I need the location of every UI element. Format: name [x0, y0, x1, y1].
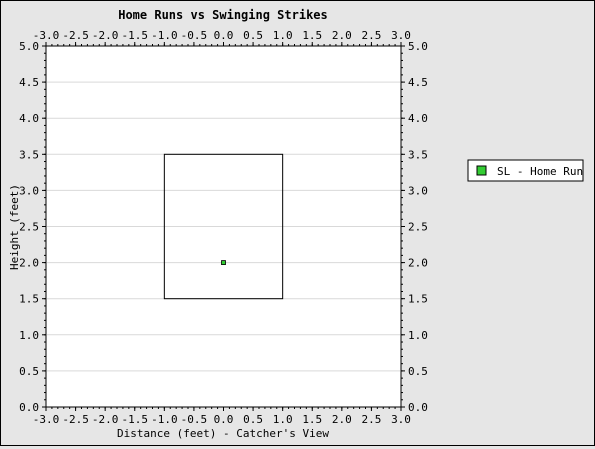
legend-swatch-sl-home-run [476, 165, 487, 176]
y-tick-label-left: 2.5 [19, 221, 39, 234]
y-tick-label-right: 1.0 [408, 329, 428, 342]
y-tick-label-right: 1.5 [408, 293, 428, 306]
x-tick-label-bottom: -3.0 [33, 413, 60, 426]
strike-zone-group [163, 153, 284, 300]
x-tick-label-bottom: 3.0 [391, 413, 411, 426]
x-tick-label-bottom: -1.5 [122, 413, 149, 426]
x-tick-label-top: 0.5 [243, 29, 263, 42]
y-tick-label-right: 5.0 [408, 40, 428, 53]
legend: SL - Home Run [467, 159, 584, 182]
data-points [221, 260, 226, 266]
y-tick-label-right: 3.5 [408, 148, 428, 161]
y-tick-label-right: 2.0 [408, 257, 428, 270]
strike-zone [163, 153, 284, 300]
x-tick-label-top: -2.0 [92, 29, 119, 42]
y-tick-label-left: 2.0 [19, 257, 39, 270]
x-tick-label-top: -2.5 [62, 29, 89, 42]
x-tick-label-bottom: 0.5 [243, 413, 263, 426]
chart-title: Home Runs vs Swinging Strikes [118, 8, 328, 22]
y-tick-label-left: 3.0 [19, 184, 39, 197]
y-tick-label-left: 0.5 [19, 365, 39, 378]
y-tick-label-left: 4.5 [19, 76, 39, 89]
x-tick-label-bottom: 0.0 [214, 413, 234, 426]
x-tick-label-top: 2.0 [332, 29, 352, 42]
y-tick-label-left: 1.5 [19, 293, 39, 306]
x-tick-label-top: 2.5 [361, 29, 381, 42]
x-tick-label-bottom: 1.0 [273, 413, 293, 426]
legend-box [467, 159, 584, 182]
y-tick-label-right: 0.5 [408, 365, 428, 378]
x-axis-label: Distance (feet) - Catcher's View [117, 427, 329, 440]
y-tick-label-left: 5.0 [19, 40, 39, 53]
legend-label-sl-home-run: SL - Home Run [497, 165, 583, 178]
x-tick-label-top: -1.0 [151, 29, 178, 42]
y-axis-label: Height (feet) [8, 184, 21, 270]
x-tick-label-top: -3.0 [33, 29, 60, 42]
x-tick-label-bottom: -1.0 [151, 413, 178, 426]
x-tick-label-bottom: 2.5 [361, 413, 381, 426]
x-tick-label-bottom: 2.0 [332, 413, 352, 426]
y-tick-label-right: 0.0 [408, 401, 428, 414]
x-tick-label-bottom: -2.0 [92, 413, 119, 426]
y-tick-label-right: 3.0 [408, 184, 428, 197]
y-tick-label-left: 0.0 [19, 401, 39, 414]
x-tick-label-top: -1.5 [122, 29, 149, 42]
x-tick-label-bottom: 1.5 [302, 413, 322, 426]
x-tick-label-top: 1.5 [302, 29, 322, 42]
x-tick-label-top: 1.0 [273, 29, 293, 42]
data-point [221, 260, 226, 266]
y-tick-label-right: 2.5 [408, 221, 428, 234]
axis-ticks: -3.0-3.0-2.5-2.5-2.0-2.0-1.5-1.5-1.0-1.0… [19, 29, 428, 426]
x-tick-label-top: 3.0 [391, 29, 411, 42]
y-tick-label-left: 3.5 [19, 148, 39, 161]
x-tick-label-bottom: -2.5 [62, 413, 89, 426]
y-tick-label-right: 4.5 [408, 76, 428, 89]
x-tick-label-top: 0.0 [214, 29, 234, 42]
x-tick-label-top: -0.5 [181, 29, 208, 42]
y-tick-label-left: 4.0 [19, 112, 39, 125]
y-tick-label-left: 1.0 [19, 329, 39, 342]
gridlines [47, 81, 400, 372]
y-tick-label-right: 4.0 [408, 112, 428, 125]
x-tick-label-bottom: -0.5 [181, 413, 208, 426]
